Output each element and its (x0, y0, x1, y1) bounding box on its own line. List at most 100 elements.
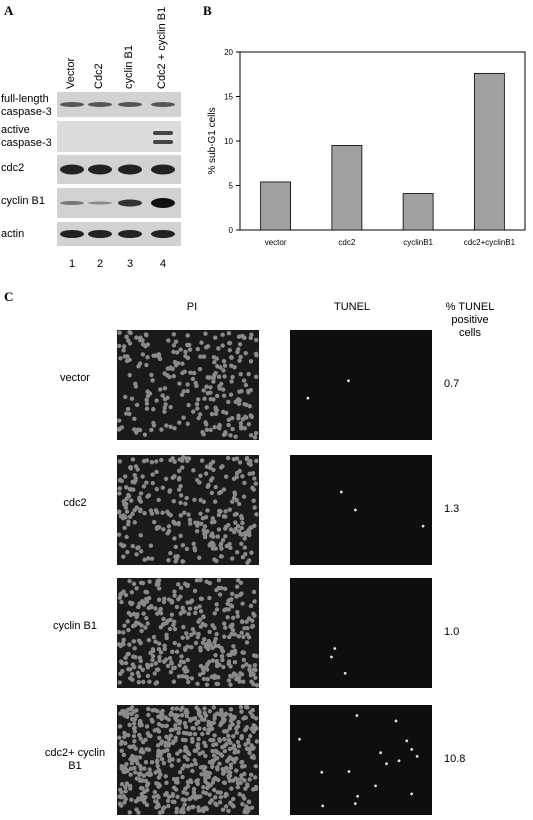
cell (207, 659, 212, 664)
cell (189, 762, 194, 768)
cell (180, 559, 185, 564)
cell (210, 476, 215, 481)
cell (246, 421, 252, 427)
cell (149, 372, 154, 378)
lane-number: 1 (69, 258, 76, 270)
cell (246, 529, 252, 535)
cell (163, 724, 169, 729)
cell (249, 679, 254, 684)
cell (174, 806, 180, 812)
cell (184, 631, 189, 636)
cell (137, 427, 143, 433)
cell (212, 713, 218, 718)
cell (176, 597, 181, 602)
cell (161, 761, 167, 766)
cell (141, 773, 147, 779)
cell (200, 731, 205, 737)
cell (239, 541, 244, 547)
blot-band (60, 102, 84, 107)
cell (124, 496, 129, 501)
cell (230, 756, 235, 762)
cell (161, 599, 167, 605)
cell (205, 375, 210, 380)
cell (236, 634, 242, 639)
cell (119, 739, 125, 745)
cell (189, 676, 195, 681)
cell (221, 767, 226, 773)
cell (226, 417, 232, 423)
cell (239, 773, 244, 778)
cell (394, 719, 398, 723)
cell (171, 343, 177, 348)
cell (136, 545, 141, 550)
cell (230, 374, 235, 380)
cell (221, 780, 227, 785)
cell (198, 609, 204, 614)
cell (148, 543, 154, 548)
cell (140, 750, 146, 755)
cell (144, 362, 149, 368)
cell (122, 354, 128, 359)
cell (122, 800, 127, 805)
cell (251, 723, 256, 728)
cell (229, 379, 234, 384)
cell (175, 751, 180, 756)
cell (206, 719, 211, 725)
cell (151, 423, 157, 428)
cell (221, 432, 227, 438)
cell (197, 412, 203, 417)
cell (207, 800, 213, 805)
cell (206, 774, 211, 780)
cell (230, 556, 235, 561)
cell (191, 716, 196, 721)
cell (247, 777, 252, 782)
cell (243, 552, 248, 557)
cell (138, 491, 144, 496)
cell (167, 489, 172, 494)
cell (195, 346, 201, 352)
cell (165, 798, 171, 803)
cell (173, 544, 178, 550)
cell (127, 486, 133, 492)
cell (213, 795, 218, 800)
cell (218, 509, 223, 514)
cell (236, 347, 241, 352)
cell (196, 619, 201, 624)
cell (126, 519, 131, 524)
cell (190, 627, 196, 632)
cell (223, 804, 229, 809)
cell (184, 791, 190, 796)
cell (153, 639, 158, 644)
cell (209, 411, 215, 417)
cell (225, 455, 231, 461)
cell (211, 355, 217, 360)
cell (145, 342, 151, 347)
cell (121, 348, 126, 353)
tunel-image (290, 578, 432, 688)
cell (124, 534, 129, 540)
cell (223, 514, 228, 519)
cell (171, 499, 176, 504)
cell (227, 746, 233, 752)
cell (215, 534, 221, 539)
row-label: full-length caspase-3 (1, 93, 52, 118)
cell (236, 401, 242, 407)
cell (197, 726, 202, 731)
cell (169, 763, 174, 768)
cell (251, 671, 256, 677)
cell (135, 612, 140, 617)
cell (151, 406, 156, 412)
cell (236, 529, 242, 534)
cell (134, 552, 139, 557)
cell (205, 344, 211, 349)
cell (130, 543, 135, 549)
cell (175, 776, 180, 782)
cell (241, 335, 247, 340)
cell (156, 722, 162, 727)
cell (252, 505, 257, 510)
cell (215, 767, 220, 772)
cell (120, 765, 125, 770)
cell (193, 761, 199, 767)
cell (141, 484, 147, 489)
